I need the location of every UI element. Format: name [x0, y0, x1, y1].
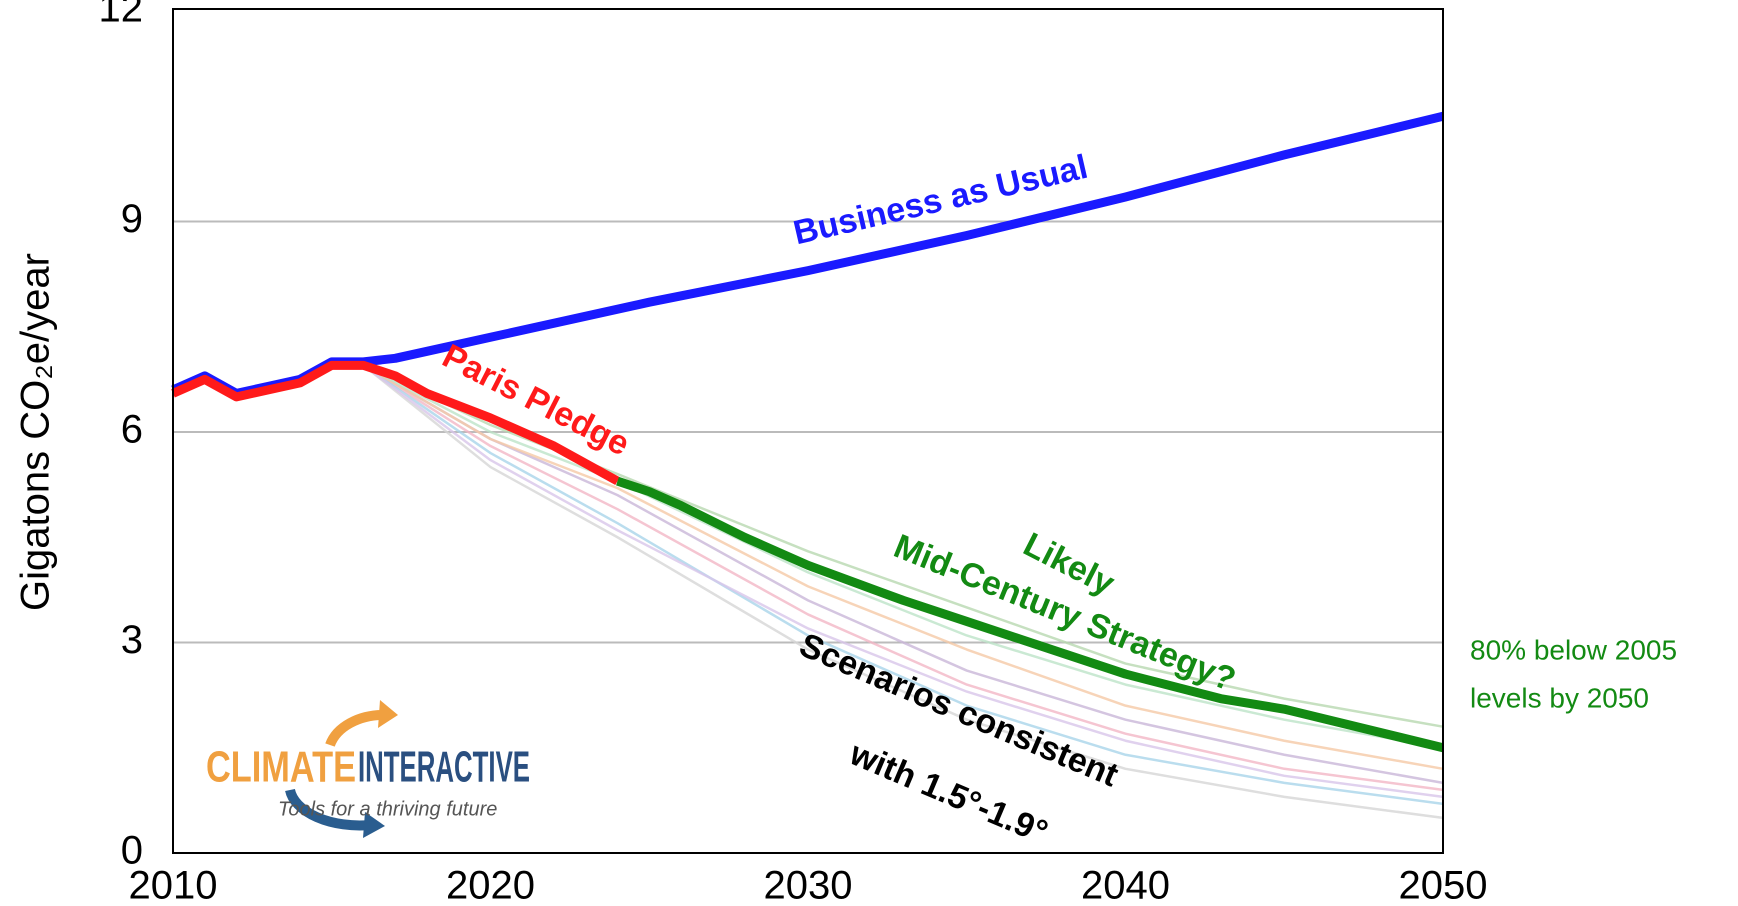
- logo-arrow-head: [378, 700, 398, 728]
- y-tick-label: 3: [121, 618, 143, 662]
- annotation: levels by 2050: [1470, 682, 1649, 713]
- logo-tagline: Tools for a thriving future: [278, 798, 497, 820]
- annotation: 80% below 2005: [1470, 634, 1677, 665]
- series-line: [171, 360, 620, 486]
- logo-arrow-head: [363, 812, 385, 838]
- scenario-line: [362, 364, 1444, 799]
- series-label: Business as Usual: [790, 148, 1091, 253]
- y-axis-label: Gigatons CO₂e/year: [14, 253, 58, 611]
- logo-arrow: [325, 709, 386, 747]
- logo-word: CLIMATE: [206, 743, 356, 792]
- y-tick-label: 12: [99, 0, 144, 31]
- logo: CLIMATE INTERACTIVE Tools for a thriving…: [206, 700, 530, 838]
- plot-frame: [172, 8, 1444, 854]
- series-line: [616, 476, 1445, 753]
- scenario-line: [362, 364, 1444, 728]
- x-tick-label: 2020: [446, 864, 535, 906]
- logo-arrow: [285, 788, 371, 831]
- scenario-line: [362, 364, 1444, 820]
- scenario-line: [362, 364, 1444, 771]
- x-tick-label: 2030: [764, 864, 853, 906]
- series-line: [171, 111, 1445, 398]
- scenario-line: [362, 364, 1444, 749]
- logo-word: INTERACTIVE: [358, 743, 530, 792]
- scenario-line: [362, 364, 1444, 806]
- series-label: Paris Pledge: [436, 337, 635, 464]
- y-tick-label: 6: [121, 408, 143, 452]
- x-tick-label: 2010: [129, 864, 218, 906]
- annotation: Scenarios consistent: [794, 626, 1124, 795]
- x-tick-label: 2050: [1399, 864, 1488, 906]
- y-tick-label: 9: [121, 197, 143, 241]
- y-tick-label: 0: [121, 829, 143, 873]
- scenario-line: [362, 364, 1444, 792]
- x-tick-label: 2040: [1081, 864, 1170, 906]
